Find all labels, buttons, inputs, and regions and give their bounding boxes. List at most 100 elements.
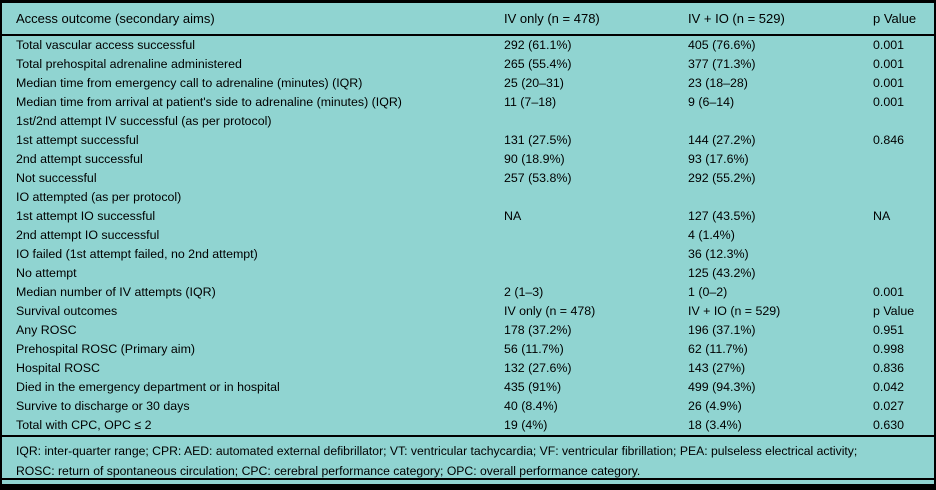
cell-label: 2nd attempt successful [16,152,143,166]
cell-ivio: 9 (6–14) [688,95,735,109]
cell-iv: 292 (61.1%) [504,38,572,52]
table-row: Not successful 257 (53.8%) 292 (55.2%) [2,169,934,188]
table-row: 1st attempt successful 131 (27.5%) 144 (27… [2,131,934,150]
cell-ivio: 127 (43.5%) [688,209,756,223]
cell-label: IO attempted (as per protocol) [16,190,182,204]
cell-ivio: 62 (11.7%) [688,342,748,356]
cell-iv: 90 (18.9%) [504,152,565,166]
cell-iv: 131 (27.5%) [504,133,572,147]
cell-p: 0.001 [873,38,905,52]
table-row: Total prehospital adrenaline administere… [2,55,934,74]
cell-ivio: 196 (37.1%) [688,323,756,337]
cell-label: Survive to discharge or 30 days [16,399,190,413]
cell-ivio: 125 (43.2%) [688,266,756,280]
cell-label: Any ROSC [16,323,77,337]
cell-iv: 25 (20–31) [504,76,564,90]
column-header-p-value: p Value [873,11,917,26]
cell-p: 0.027 [873,399,905,413]
footnote-line-2: ROSC: return of spontaneous circulation;… [16,464,641,478]
cell-ivio: 93 (17.6%) [688,152,749,166]
cell-p: 0.846 [873,133,905,147]
table-row: Total with CPC, OPC ≤ 2 19 (4%) 18 (3.4%) 0… [2,416,934,435]
cell-ivio: 1 (0–2) [688,285,728,299]
cell-label: Total with CPC, OPC ≤ 2 [16,418,152,432]
cell-label: Median time from emergency call to adren… [16,76,363,90]
table-row: Died in the emergency department or in h… [2,378,934,397]
table-row: Total vascular access successful 292 (61.… [2,36,934,55]
cell-label: IO failed (1st attempt failed, no 2nd at… [16,247,258,261]
cell-p: p Value [873,304,915,318]
cell-ivio: 499 (94.3%) [688,380,756,394]
cell-ivio: 18 (3.4%) [688,418,742,432]
cell-p: NA [873,209,891,223]
cell-p: 0.951 [873,323,905,337]
table-row: No attempt 125 (43.2%) [2,264,934,283]
table-row: IO attempted (as per protocol) [2,188,934,207]
table-footnote: IQR: inter-quarter range; CPR: AED: auto… [2,437,934,478]
table-row: Survival outcomes IV only (n = 478) IV + I… [2,302,934,321]
bottom-rule-thin [2,478,934,480]
cell-label: Total vascular access successful [16,38,196,52]
table-row: Survive to discharge or 30 days 40 (8.4%)… [2,397,934,416]
column-header-iv-only: IV only (n = 478) [504,11,600,26]
cell-label: 2nd attempt IO successful [16,228,160,242]
cell-p: 0.836 [873,361,905,375]
cell-ivio: 292 (55.2%) [688,171,756,185]
cell-ivio: 23 (18–28) [688,76,748,90]
cell-iv: 2 (1–3) [504,285,544,299]
cell-ivio: 377 (71.3%) [688,57,756,71]
bottom-rule-thick [2,484,934,490]
table-row: IO failed (1st attempt failed, no 2nd at… [2,245,934,264]
cell-p: 0.042 [873,380,905,394]
table-row: 1st/2nd attempt IV successful (as per pr… [2,112,934,131]
cell-iv: 19 (4%) [504,418,548,432]
cell-ivio: 144 (27.2%) [688,133,756,147]
cell-label: 1st attempt IO successful [16,209,156,223]
cell-iv: 40 (8.4%) [504,399,558,413]
cell-label: Died in the emergency department or in h… [16,380,280,394]
cell-iv: NA [504,209,522,223]
cell-label: 1st/2nd attempt IV successful (as per pr… [16,114,272,128]
cell-p: 0.001 [873,285,905,299]
cell-ivio: 4 (1.4%) [688,228,735,242]
cell-label: Hospital ROSC [16,361,101,375]
cell-p: 0.001 [873,57,905,71]
cell-ivio: 26 (4.9%) [688,399,742,413]
cell-p: 0.630 [873,418,905,432]
table-row: Hospital ROSC 132 (27.6%) 143 (27%) 0.836 [2,359,934,378]
cell-p: 0.998 [873,342,905,356]
cell-p: 0.001 [873,95,905,109]
cell-label: Median time from arrival at patient's si… [16,95,402,109]
table-row: Median time from arrival at patient's si… [2,93,934,112]
table-row: Prehospital ROSC (Primary aim) 56 (11.7%)… [2,340,934,359]
cell-ivio: 143 (27%) [688,361,746,375]
cell-label: Total prehospital adrenaline administere… [16,57,242,71]
cell-ivio: 405 (76.6%) [688,38,756,52]
cell-label: Survival outcomes [16,304,118,318]
table-row: 1st attempt IO successful NA 127 (43.5%) NA [2,207,934,226]
table-header-row: Access outcome (secondary aims) IV only … [2,3,934,36]
cell-iv: 56 (11.7%) [504,342,564,356]
column-header-iv-io: IV + IO (n = 529) [688,11,785,26]
cell-iv: IV only (n = 478) [504,304,596,318]
table-row: 2nd attempt IO successful 4 (1.4%) [2,226,934,245]
cell-label: Not successful [16,171,97,185]
cell-iv: 178 (37.2%) [504,323,572,337]
cell-iv: 265 (55.4%) [504,57,572,71]
table-row: Median number of IV attempts (IQR) 2 (1–3… [2,283,934,302]
cell-label: Median number of IV attempts (IQR) [16,285,216,299]
table-row: 2nd attempt successful 90 (18.9%) 93 (17.6… [2,150,934,169]
cell-iv: 11 (7–18) [504,95,557,109]
footnote-divider [2,435,934,437]
cell-label: No attempt [16,266,77,280]
cell-p: 0.001 [873,76,905,90]
cell-ivio: 36 (12.3%) [688,247,749,261]
table-row: Median time from emergency call to adren… [2,74,934,93]
table-body: Total vascular access successful 292 (61.… [2,36,934,435]
cell-iv: 257 (53.8%) [504,171,572,185]
cell-iv: 132 (27.6%) [504,361,572,375]
cell-label: Prehospital ROSC (Primary aim) [16,342,196,356]
cell-ivio: IV + IO (n = 529) [688,304,781,318]
table-row: Any ROSC 178 (37.2%) 196 (37.1%) 0.951 [2,321,934,340]
